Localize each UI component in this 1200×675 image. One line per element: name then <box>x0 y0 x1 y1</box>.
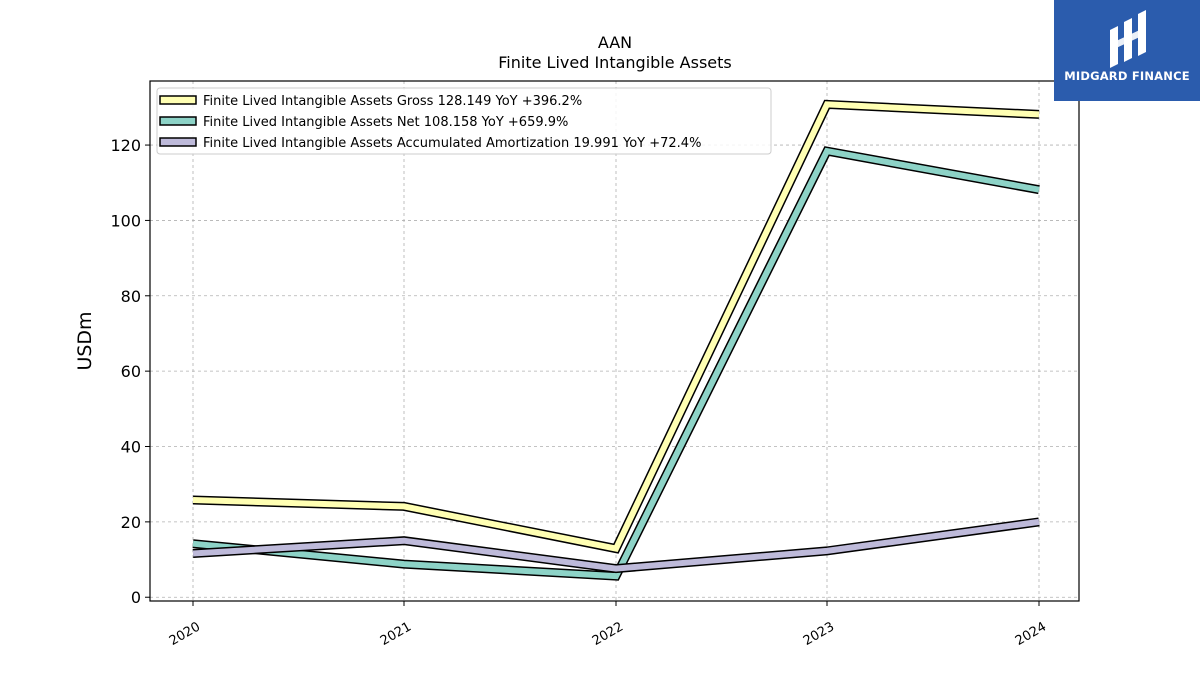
x-tick-label: 2021 <box>378 619 414 649</box>
y-tick-label: 20 <box>121 513 141 532</box>
x-tick-label: 2023 <box>801 619 837 649</box>
legend-swatch <box>159 137 197 147</box>
legend-box <box>156 87 772 155</box>
legend: Finite Lived Intangible Assets Gross 128… <box>156 87 772 155</box>
chart-title: AAN <box>598 33 632 52</box>
y-tick-label: 0 <box>131 588 141 607</box>
legend-label: Finite Lived Intangible Assets Accumulat… <box>203 136 701 151</box>
legend-label: Finite Lived Intangible Assets Gross 128… <box>203 94 582 109</box>
x-tick-label: 2022 <box>590 619 626 649</box>
chart-subtitle: Finite Lived Intangible Assets <box>498 53 731 72</box>
legend-swatch <box>159 116 197 126</box>
y-tick-label: 120 <box>110 136 141 155</box>
logo-mark-icon <box>1110 10 1146 68</box>
y-axis-label: USDm <box>74 311 96 370</box>
plot-frame <box>149 80 1080 602</box>
legend-label: Finite Lived Intangible Assets Net 108.1… <box>203 115 568 130</box>
legend-swatch <box>159 95 197 105</box>
y-tick-label: 60 <box>121 362 141 381</box>
series-lines <box>192 99 1040 581</box>
x-tick-label: 2024 <box>1013 619 1049 649</box>
y-tick-label: 100 <box>110 211 141 230</box>
y-tick-label: 40 <box>121 438 141 457</box>
grid <box>150 81 1079 601</box>
brand-logo: MIDGARD FINANCE <box>1054 0 1200 101</box>
logo-text: MIDGARD FINANCE <box>1064 69 1190 83</box>
y-tick-label: 80 <box>121 287 141 306</box>
x-tick-label: 2020 <box>167 619 203 649</box>
